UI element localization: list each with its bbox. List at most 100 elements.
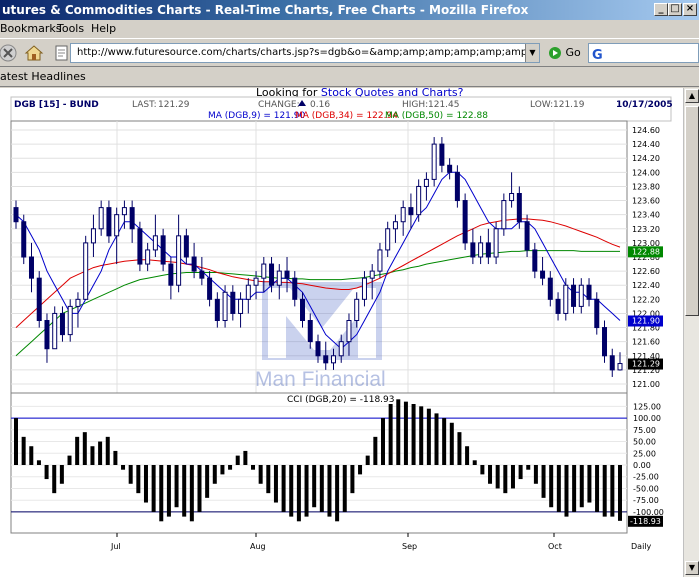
- candle: [230, 285, 236, 321]
- high-label: HIGH:: [402, 100, 428, 110]
- cci-bar: [503, 465, 508, 494]
- candle-up: [509, 193, 515, 202]
- price-tag-label: 121.29: [632, 360, 660, 369]
- candle: [90, 214, 96, 257]
- bookmarks-toolbar: atest Headlines: [0, 67, 699, 87]
- stop-icon[interactable]: [0, 43, 20, 63]
- price-chart: DGB [15] - BUND LAST: 121.29 CHANGE: 0.1…: [10, 96, 673, 551]
- candle-down: [454, 171, 460, 202]
- candle: [408, 193, 414, 229]
- candle-down: [292, 277, 298, 300]
- price-tick-label: 122.00: [632, 309, 660, 318]
- menu-bookmarks[interactable]: Bookmarks: [0, 22, 62, 35]
- cci-bar: [618, 465, 622, 521]
- candle: [152, 214, 158, 257]
- candle-down: [462, 200, 468, 244]
- candle: [338, 334, 344, 363]
- candle-down: [183, 235, 189, 258]
- cci-tick-label: 50.00: [633, 438, 656, 447]
- stock-quotes-link[interactable]: Stock Quotes and Charts?: [320, 88, 464, 99]
- candle: [292, 271, 298, 307]
- candle: [354, 292, 360, 328]
- candle-up: [75, 298, 81, 307]
- candle: [98, 200, 104, 236]
- url-dropdown-icon[interactable]: ▼: [525, 44, 539, 62]
- candle-up: [392, 221, 398, 230]
- x-tick-label: Aug: [250, 542, 266, 551]
- period-label: Daily: [631, 542, 652, 551]
- price-tick-label: 121.60: [632, 338, 660, 347]
- cci-bar: [388, 404, 393, 465]
- vertical-scrollbar[interactable]: ▲ ▼: [683, 88, 699, 577]
- candle: [602, 320, 608, 363]
- scroll-down-icon[interactable]: ▼: [685, 561, 699, 575]
- candle: [183, 228, 189, 265]
- minimize-icon[interactable]: _: [654, 3, 668, 16]
- candle: [524, 214, 530, 257]
- search-input[interactable]: G: [588, 43, 699, 63]
- candle-down: [269, 263, 275, 286]
- cci-bar: [533, 465, 538, 484]
- candle-down: [230, 291, 236, 314]
- candle-up: [114, 214, 120, 237]
- candle-down: [408, 207, 414, 216]
- cci-bar: [228, 465, 233, 470]
- candle-down: [307, 320, 313, 343]
- price-tick-label: 122.40: [632, 281, 660, 290]
- candle-up: [253, 277, 259, 286]
- x-axis: Jul Aug Sep Oct: [110, 533, 562, 551]
- cci-bar: [556, 465, 561, 512]
- candle: [59, 306, 65, 342]
- candle: [13, 200, 19, 229]
- go-button[interactable]: Go: [548, 45, 598, 63]
- cci-bar: [327, 465, 332, 517]
- maximize-icon[interactable]: □: [668, 3, 682, 16]
- candle-down: [439, 143, 445, 166]
- candle: [571, 278, 577, 314]
- cci-bar: [273, 465, 278, 503]
- candle: [114, 207, 120, 265]
- price-tag-label: 121.90: [632, 317, 660, 326]
- cci-bar: [579, 465, 584, 508]
- menu-tools[interactable]: Tools: [57, 22, 85, 35]
- bookmark-latest-headlines[interactable]: atest Headlines: [0, 70, 86, 83]
- candle-down: [28, 256, 34, 279]
- cci-bar: [465, 446, 470, 465]
- navigation-toolbar: http://www.futuresource.com/charts/chart…: [0, 38, 699, 67]
- page-content: Looking for Stock Quotes and Charts? DGB…: [0, 88, 683, 577]
- window-title: utures & Commodities Charts - Real-Time …: [2, 3, 529, 17]
- candle-up: [145, 249, 151, 265]
- scroll-up-icon[interactable]: ▲: [685, 89, 699, 103]
- cci-bars: [14, 399, 622, 522]
- price-tick-label: 122.20: [632, 295, 660, 304]
- cci-bar: [243, 450, 248, 465]
- candle-down: [284, 270, 290, 279]
- url-input[interactable]: http://www.futuresource.com/charts/chart…: [70, 43, 540, 63]
- candle: [245, 278, 251, 314]
- candle: [493, 221, 499, 265]
- cci-bar: [143, 465, 148, 503]
- change-label: CHANGE:: [258, 100, 300, 110]
- price-tag-box: [628, 246, 663, 258]
- scroll-thumb[interactable]: [685, 106, 699, 316]
- cci-bar: [296, 465, 301, 522]
- candle-up: [121, 207, 127, 216]
- home-icon[interactable]: [24, 43, 44, 63]
- candle: [168, 257, 174, 300]
- menu-help[interactable]: Help: [91, 22, 117, 35]
- candle-down: [315, 341, 321, 357]
- candle-up: [238, 298, 244, 314]
- candle: [392, 214, 398, 243]
- cci-bar: [342, 465, 347, 512]
- cci-bar: [350, 465, 355, 494]
- candle: [485, 228, 491, 265]
- candle: [609, 348, 615, 377]
- close-window-icon[interactable]: ×: [683, 3, 697, 16]
- cci-bar: [510, 465, 515, 489]
- candle-down: [323, 355, 329, 364]
- candle-up: [501, 200, 507, 230]
- candle-down: [516, 193, 522, 223]
- cci-bar: [541, 465, 546, 498]
- cci-tick-label: -50.00: [633, 484, 659, 493]
- candle: [346, 313, 352, 356]
